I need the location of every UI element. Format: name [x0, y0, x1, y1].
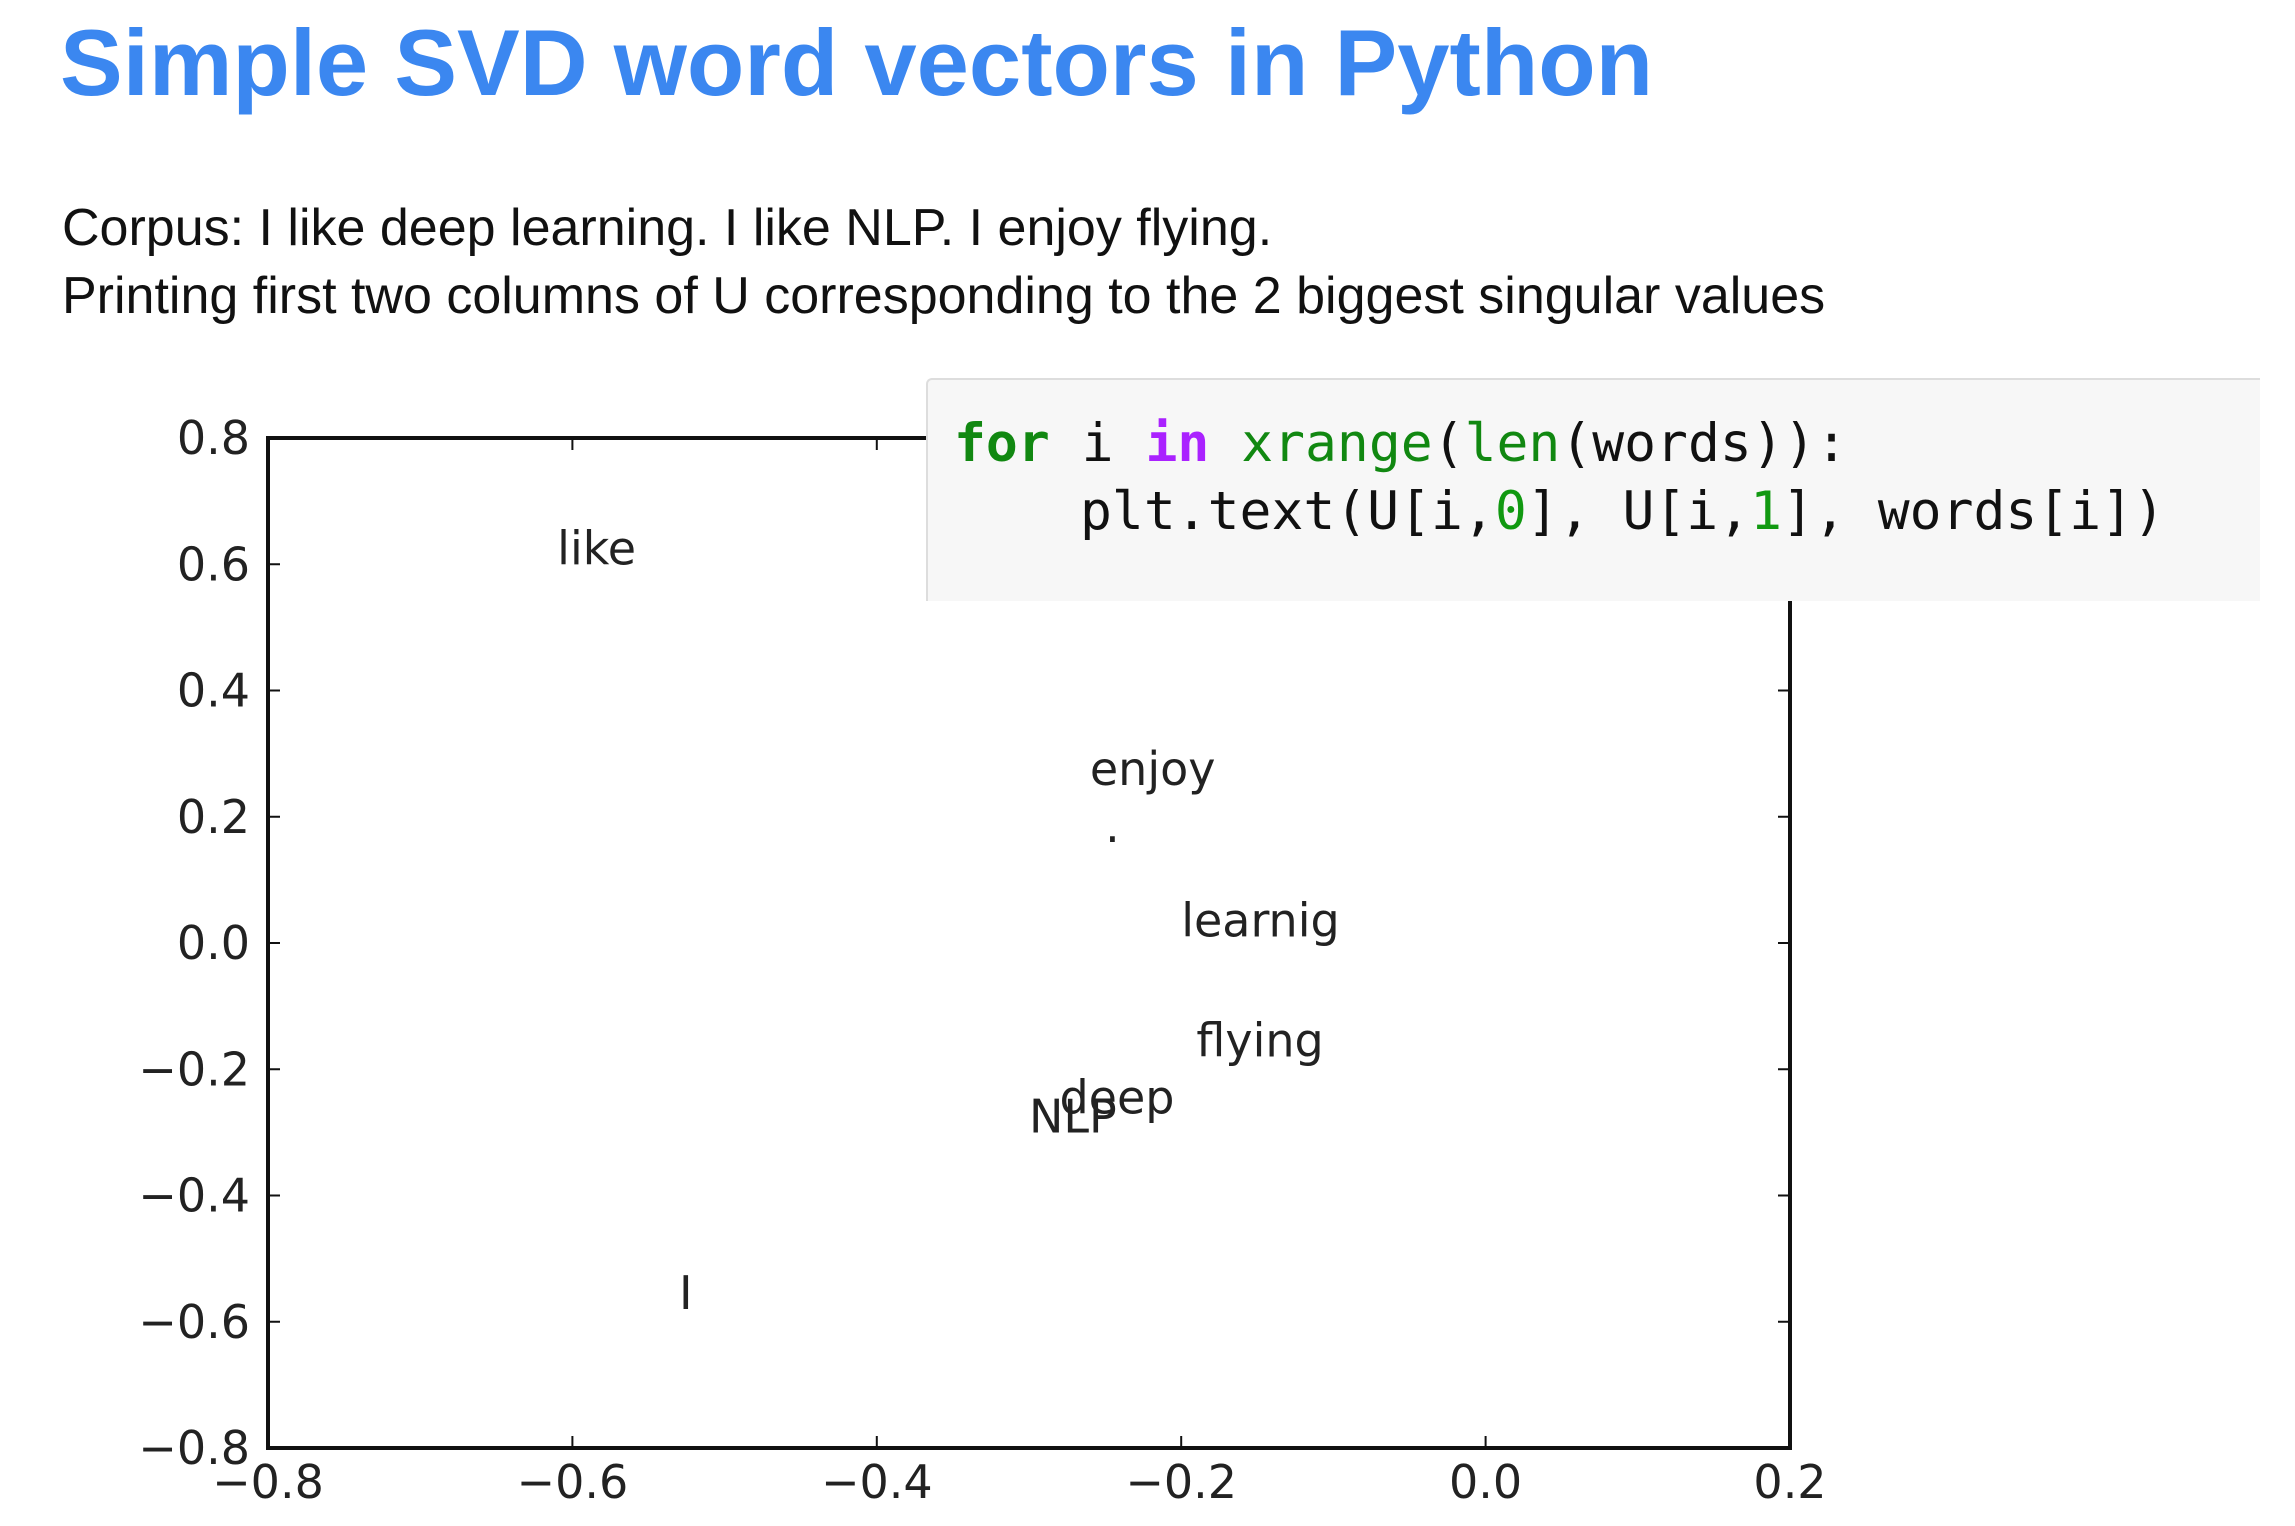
- code-call-part-c: ], words[i]): [1782, 481, 2165, 542]
- y-tick-label: −0.8: [138, 1421, 250, 1475]
- code-keyword-in: in: [1145, 413, 1210, 474]
- y-tick-label: −0.4: [138, 1169, 250, 1223]
- code-keyword-for: for: [954, 413, 1050, 474]
- code-paren: (: [1432, 413, 1465, 474]
- word-label: deep: [1059, 1070, 1174, 1124]
- word-label: like: [557, 521, 636, 575]
- word-label: I: [679, 1266, 693, 1320]
- word-label: enjoy: [1090, 742, 1216, 796]
- y-tick-label: 0.4: [177, 664, 250, 718]
- code-fn-xrange: xrange: [1209, 413, 1433, 474]
- code-line-2: plt.text(U[i,0], U[i,1], words[i]): [1080, 478, 2165, 546]
- slide-title: Simple SVD word vectors in Python: [60, 10, 1654, 115]
- x-tick-label: −0.8: [212, 1455, 324, 1509]
- y-tick-label: −0.6: [138, 1295, 250, 1349]
- x-tick-label: 0.2: [1753, 1455, 1826, 1509]
- description-text: Printing first two columns of U correspo…: [62, 267, 1826, 325]
- x-tick-label: −0.4: [821, 1455, 933, 1509]
- y-tick-label: 0.6: [177, 537, 250, 591]
- x-tick-label: −0.6: [517, 1455, 629, 1509]
- y-tick-label: 0.8: [177, 411, 250, 465]
- word-label: flying: [1196, 1014, 1323, 1068]
- code-index-0: 0: [1494, 481, 1527, 542]
- code-snippet: for i in xrange(len(words)): plt.text(U[…: [926, 378, 2260, 601]
- word-label: .: [1105, 799, 1120, 853]
- x-tick-label: −0.2: [1125, 1455, 1237, 1509]
- code-fn-len: len: [1464, 413, 1561, 474]
- x-tick-label: 0.0: [1449, 1455, 1522, 1509]
- code-var: i: [1049, 413, 1146, 474]
- code-line-1: for i in xrange(len(words)):: [954, 410, 1848, 478]
- y-tick-label: 0.2: [177, 790, 250, 844]
- code-call-part-b: ], U[i,: [1526, 481, 1751, 542]
- corpus-text: Corpus: I like deep learning. I like NLP…: [62, 199, 1273, 257]
- code-args: (words)):: [1560, 413, 1848, 474]
- word-label: learnig: [1181, 894, 1340, 948]
- y-tick-label: −0.2: [138, 1042, 250, 1096]
- word-label: NLP: [1029, 1089, 1117, 1143]
- y-tick-label: 0.0: [177, 916, 250, 970]
- code-call-part-a: plt.text(U[i,: [1080, 481, 1495, 542]
- code-index-1: 1: [1750, 481, 1783, 542]
